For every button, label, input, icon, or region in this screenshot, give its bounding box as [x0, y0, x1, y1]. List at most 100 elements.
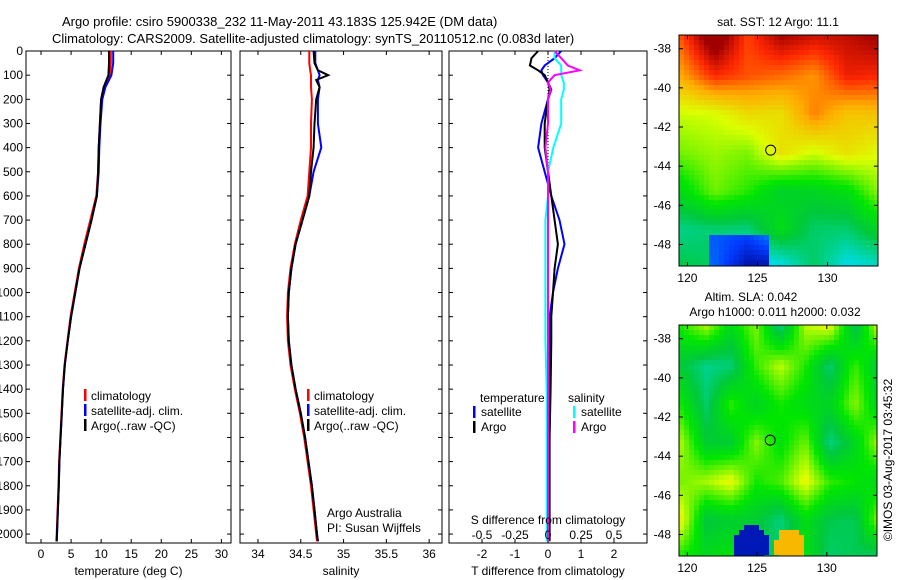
- heatmap-cell: [844, 150, 849, 155]
- heatmap-cell: [859, 325, 864, 330]
- heatmap-cell: [854, 400, 859, 405]
- heatmap-cell: [749, 380, 754, 385]
- heatmap-cell: [844, 80, 849, 85]
- heatmap-cell: [854, 95, 859, 100]
- heatmap-cell: [764, 260, 769, 265]
- heatmap-cell: [704, 480, 709, 485]
- heatmap-cell: [779, 425, 784, 430]
- heatmap-cell: [819, 490, 824, 495]
- heatmap-cell: [679, 215, 684, 220]
- heatmap-cell: [839, 375, 844, 380]
- heatmap-cell: [839, 165, 844, 170]
- heatmap-cell: [699, 550, 704, 555]
- heatmap-cell: [829, 345, 834, 350]
- heatmap-cell: [769, 350, 774, 355]
- heatmap-cell: [714, 435, 719, 440]
- heatmap-cell: [699, 85, 704, 90]
- heatmap-cell: [709, 480, 714, 485]
- heatmap-cell: [719, 175, 724, 180]
- heatmap-cell: [814, 350, 819, 355]
- heatmap-cell: [849, 215, 854, 220]
- heatmap-cell: [804, 490, 809, 495]
- heatmap-cell: [769, 445, 774, 450]
- heatmap-cell: [769, 65, 774, 70]
- heatmap-cell: [774, 180, 779, 185]
- heatmap-cell: [739, 130, 744, 135]
- heatmap-cell: [729, 400, 734, 405]
- heatmap-cell: [754, 470, 759, 475]
- profile-panel-3: [448, 50, 648, 544]
- heatmap-cell: [809, 395, 814, 400]
- heatmap-cell: [774, 115, 779, 120]
- heatmap-cell: [729, 180, 734, 185]
- heatmap-cell: [864, 125, 869, 130]
- heatmap-cell: [769, 525, 774, 530]
- heatmap-cell: [849, 195, 854, 200]
- heatmap-cell: [799, 365, 804, 370]
- heatmap-cell: [859, 190, 864, 195]
- heatmap-cell: [779, 50, 784, 55]
- heatmap-cell: [694, 535, 699, 540]
- heatmap-cell: [854, 375, 859, 380]
- heatmap-cell: [834, 35, 839, 40]
- heatmap-cell: [844, 415, 849, 420]
- heatmap-cell: [714, 325, 719, 330]
- heatmap-cell: [869, 155, 874, 160]
- heatmap-cell: [744, 425, 749, 430]
- heatmap-cell: [819, 510, 824, 515]
- heatmap-cell: [719, 45, 724, 50]
- heatmap-cell: [689, 190, 694, 195]
- heatmap-cell: [729, 450, 734, 455]
- heatmap-cell: [734, 115, 739, 120]
- heatmap-cell: [734, 400, 739, 405]
- heatmap-cell: [729, 420, 734, 425]
- heatmap-cell: [849, 250, 854, 255]
- heatmap-cell: [724, 40, 729, 45]
- heatmap-cell: [679, 365, 684, 370]
- heatmap-cell: [769, 455, 774, 460]
- heatmap-cell: [774, 185, 779, 190]
- heatmap-cell: [874, 50, 878, 55]
- heatmap-cell: [859, 440, 864, 445]
- heatmap-cell: [729, 105, 734, 110]
- heatmap-cell: [774, 340, 779, 345]
- heatmap-cell: [809, 225, 814, 230]
- heatmap-cell: [789, 75, 794, 80]
- heatmap-cell: [699, 415, 704, 420]
- heatmap-cell: [784, 225, 789, 230]
- heatmap-cell: [719, 435, 724, 440]
- heatmap-cell: [744, 165, 749, 170]
- heatmap-cell: [804, 530, 809, 535]
- heatmap-cell: [679, 75, 684, 80]
- heatmap-cell: [849, 425, 854, 430]
- heatmap-cell: [704, 510, 709, 515]
- heatmap-cell: [814, 450, 819, 455]
- heatmap-cell: [729, 395, 734, 400]
- heatmap-cell: [869, 35, 874, 40]
- heatmap-cell: [854, 205, 859, 210]
- heatmap-cell: [774, 50, 779, 55]
- heatmap-cell: [759, 180, 764, 185]
- heatmap-cell: [714, 420, 719, 425]
- heatmap-cell: [799, 335, 804, 340]
- heatmap-cell: [774, 95, 779, 100]
- heatmap-cell: [779, 455, 784, 460]
- heatmap-cell: [789, 225, 794, 230]
- heatmap-cell: [694, 215, 699, 220]
- heatmap-cell: [744, 450, 749, 455]
- heatmap-cell: [679, 520, 684, 525]
- heatmap-cell: [789, 400, 794, 405]
- heatmap-cell: [829, 510, 834, 515]
- heatmap-cell: [859, 60, 864, 65]
- heatmap-cell: [874, 405, 877, 410]
- heatmap-cell: [724, 100, 729, 105]
- legend-swatch: [573, 421, 576, 433]
- legend-label: climatology: [314, 389, 374, 403]
- heatmap-cell: [824, 330, 829, 335]
- heatmap-cell: [769, 140, 774, 145]
- heatmap-cell: [694, 45, 699, 50]
- heatmap-cell: [839, 100, 844, 105]
- heatmap-cell: [864, 330, 869, 335]
- heatmap-cell: [779, 130, 784, 135]
